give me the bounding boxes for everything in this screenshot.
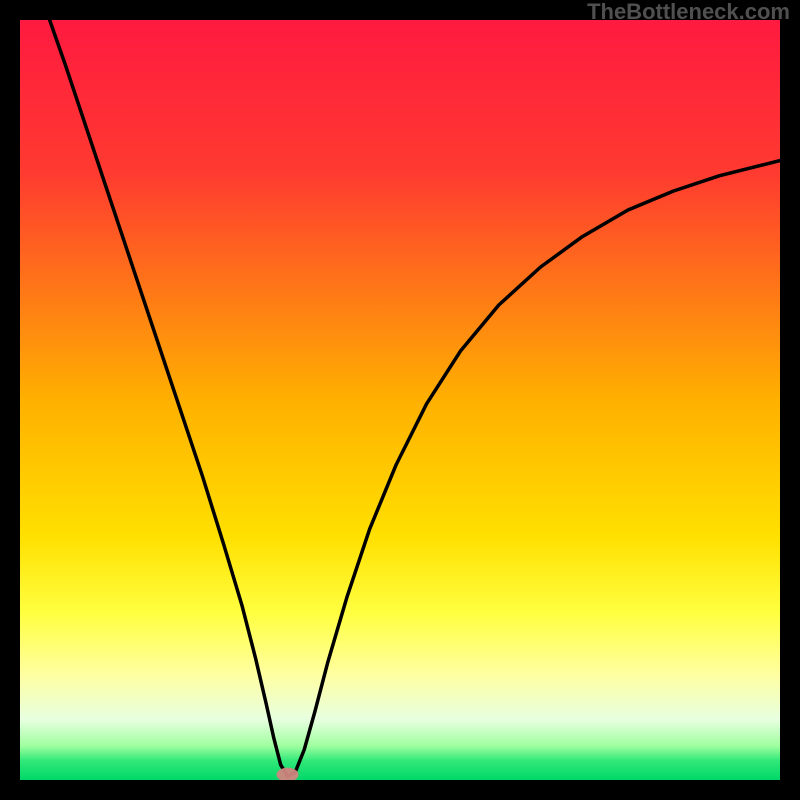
gradient-background	[20, 20, 780, 780]
optimal-point-marker	[277, 768, 299, 782]
bottleneck-chart	[0, 0, 800, 800]
chart-container: TheBottleneck.com	[0, 0, 800, 800]
watermark-text: TheBottleneck.com	[587, 0, 790, 24]
